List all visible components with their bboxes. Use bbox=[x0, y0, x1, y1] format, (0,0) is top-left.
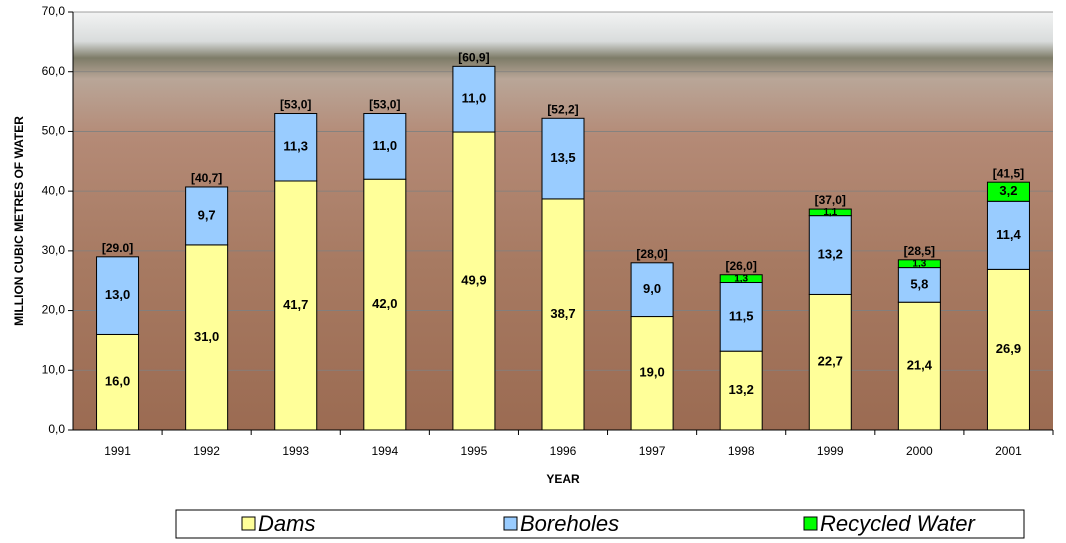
y-tick-label: 0,0 bbox=[48, 422, 65, 436]
value-label: 13,0 bbox=[105, 287, 130, 302]
legend-swatch bbox=[242, 517, 255, 530]
total-label: [40,7] bbox=[191, 171, 222, 185]
total-label: [52,2] bbox=[547, 102, 578, 116]
chart: MILLION CUBIC METRES OF WATER YEAR Dams B… bbox=[0, 0, 1066, 543]
total-label: [53,0] bbox=[280, 98, 311, 112]
x-tick-label: 1997 bbox=[639, 444, 666, 458]
y-tick-label: 60,0 bbox=[42, 64, 66, 78]
y-tick-label: 10,0 bbox=[42, 362, 66, 376]
x-tick-label: 1996 bbox=[550, 444, 577, 458]
value-label: 26,9 bbox=[996, 341, 1021, 356]
legend-swatch bbox=[804, 517, 817, 530]
total-label: [60,9] bbox=[458, 51, 489, 65]
value-label: 49,9 bbox=[461, 272, 486, 287]
value-label: 38,7 bbox=[550, 306, 575, 321]
total-label: [29.0] bbox=[102, 241, 133, 255]
x-tick-label: 1993 bbox=[282, 444, 309, 458]
value-label: 11,4 bbox=[996, 227, 1021, 242]
total-label: [26,0] bbox=[726, 259, 757, 273]
x-tick-label: 1992 bbox=[193, 444, 220, 458]
value-label: 13,5 bbox=[550, 150, 575, 165]
x-tick-label: 1991 bbox=[104, 444, 131, 458]
value-label: 19,0 bbox=[639, 365, 664, 380]
x-tick-label: 1998 bbox=[728, 444, 755, 458]
legend-label: Recycled Water bbox=[820, 511, 977, 536]
total-label: [28,0] bbox=[636, 247, 667, 261]
value-label: 9,7 bbox=[198, 207, 216, 222]
y-tick-label: 30,0 bbox=[42, 243, 66, 257]
total-label: [37,0] bbox=[815, 193, 846, 207]
x-axis-label: YEAR bbox=[546, 472, 580, 486]
legend-label: Dams bbox=[258, 511, 315, 536]
value-label: 3,2 bbox=[999, 183, 1017, 198]
x-tick-label: 1999 bbox=[817, 444, 844, 458]
y-tick-label: 50,0 bbox=[42, 124, 66, 138]
value-label: 1,3 bbox=[734, 273, 748, 284]
total-label: [53,0] bbox=[369, 98, 400, 112]
value-label: 9,0 bbox=[643, 281, 661, 296]
value-label: 13,2 bbox=[818, 246, 843, 261]
value-label: 21,4 bbox=[907, 358, 933, 373]
value-label: 11,0 bbox=[373, 138, 398, 153]
y-tick-label: 70,0 bbox=[42, 4, 66, 18]
total-label: [28,5] bbox=[904, 244, 935, 258]
legend-swatch bbox=[504, 517, 517, 530]
value-label: 13,2 bbox=[729, 382, 754, 397]
legend-label: Boreholes bbox=[520, 511, 619, 536]
value-label: 11,0 bbox=[462, 91, 487, 106]
value-label: 42,0 bbox=[372, 296, 397, 311]
value-label: 1,1 bbox=[823, 207, 837, 218]
x-tick-label: 2001 bbox=[995, 444, 1022, 458]
total-label: [41,5] bbox=[993, 166, 1024, 180]
value-label: 22,7 bbox=[818, 354, 843, 369]
value-label: 41,7 bbox=[283, 297, 308, 312]
value-label: 31,0 bbox=[194, 329, 219, 344]
x-tick-label: 2000 bbox=[906, 444, 933, 458]
y-tick-label: 40,0 bbox=[42, 183, 66, 197]
value-label: 11,5 bbox=[729, 308, 754, 323]
value-label: 1,3 bbox=[912, 258, 926, 269]
value-label: 16,0 bbox=[105, 374, 130, 389]
y-tick-label: 20,0 bbox=[42, 303, 66, 317]
x-tick-label: 1994 bbox=[371, 444, 398, 458]
x-tick-label: 1995 bbox=[461, 444, 488, 458]
y-axis-label: MILLION CUBIC METRES OF WATER bbox=[12, 116, 26, 326]
value-label: 11,3 bbox=[283, 139, 308, 154]
value-label: 5,8 bbox=[910, 276, 928, 291]
